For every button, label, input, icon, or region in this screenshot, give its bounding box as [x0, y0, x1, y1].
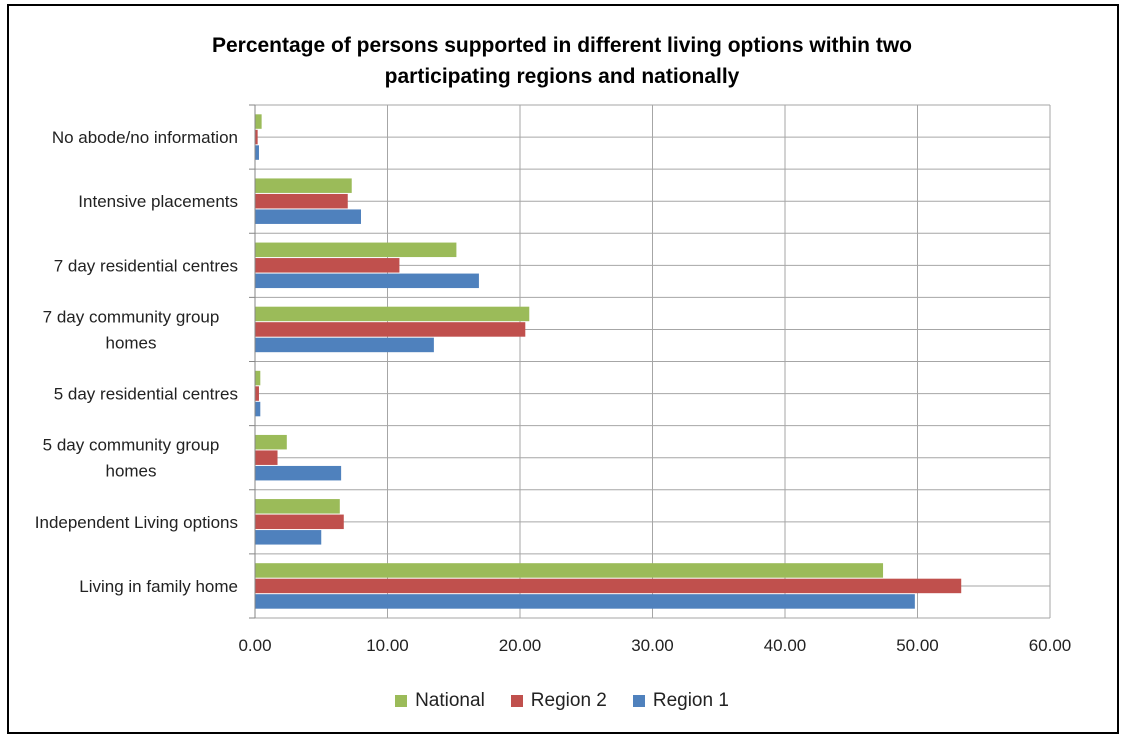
bar-region-1 [255, 145, 259, 160]
y-category-label: 7 day community group [43, 307, 220, 326]
bar-national [255, 563, 884, 578]
legend-label: Region 1 [652, 690, 729, 711]
bar-region-2 [255, 514, 344, 530]
legend-label: National [415, 690, 485, 711]
bar-region-2 [255, 322, 526, 337]
y-category-label: homes [105, 462, 156, 481]
chart-legend: National Region 2 Region 1 [0, 690, 1124, 712]
x-tick-label: 40.00 [764, 636, 807, 655]
bar-region-1 [255, 594, 915, 609]
legend-swatch [395, 695, 408, 707]
bar-region-1 [255, 273, 479, 289]
bar-national [255, 242, 457, 258]
x-tick-label: 10.00 [366, 636, 409, 655]
bar-chart: 0.00 10.00 20.00 30.00 40.00 50.00 60.00 No abo… [35, 104, 1072, 655]
x-tick-label: 50.00 [896, 636, 939, 655]
y-category-label: Independent Living options [35, 513, 238, 532]
bar-national [255, 114, 262, 129]
y-category-label: 5 day community group [43, 436, 220, 455]
bar-region-1 [255, 337, 434, 353]
y-category-label: 5 day residential centres [54, 385, 238, 404]
legend-swatch [510, 695, 523, 707]
bar-region-2 [255, 450, 278, 465]
bar-region-2 [255, 578, 962, 594]
bar-region-1 [255, 401, 261, 417]
bar-national [255, 178, 352, 193]
x-tick-label: 0.00 [238, 636, 271, 655]
y-category-label: Intensive placements [78, 192, 238, 211]
y-category-label: No abode/no information [52, 128, 238, 147]
bar-region-1 [255, 465, 342, 481]
bar-national [255, 306, 530, 322]
y-category-label: homes [105, 333, 156, 352]
y-category-label: 7 day residential centres [54, 256, 238, 275]
bar-national [255, 370, 261, 386]
bar-region-2 [255, 386, 259, 401]
x-tick-label: 30.00 [631, 636, 674, 655]
x-tick-label: 20.00 [499, 636, 542, 655]
chart-frame [7, 4, 1119, 734]
bar-region-2 [255, 193, 348, 209]
legend-label: Region 2 [530, 690, 607, 711]
x-tick-label: 60.00 [1029, 636, 1072, 655]
legend-swatch [632, 695, 645, 707]
bar-region-2 [255, 129, 258, 145]
legend-item: Region 1 [632, 690, 729, 712]
bar-region-2 [255, 258, 400, 273]
chart-title-line-1: Percentage of persons supported in diffe… [211, 34, 913, 57]
bar-region-1 [255, 209, 361, 224]
bar-region-1 [255, 530, 322, 545]
chart-title: Percentage of persons supported in diffe… [0, 30, 1124, 92]
chart-title-line-2: participating regions and nationally [384, 65, 740, 88]
bar-national [255, 499, 340, 514]
legend-item: National [395, 690, 485, 712]
legend-item: Region 2 [510, 690, 607, 712]
y-category-label: Living in family home [79, 577, 238, 596]
bar-national [255, 434, 287, 450]
